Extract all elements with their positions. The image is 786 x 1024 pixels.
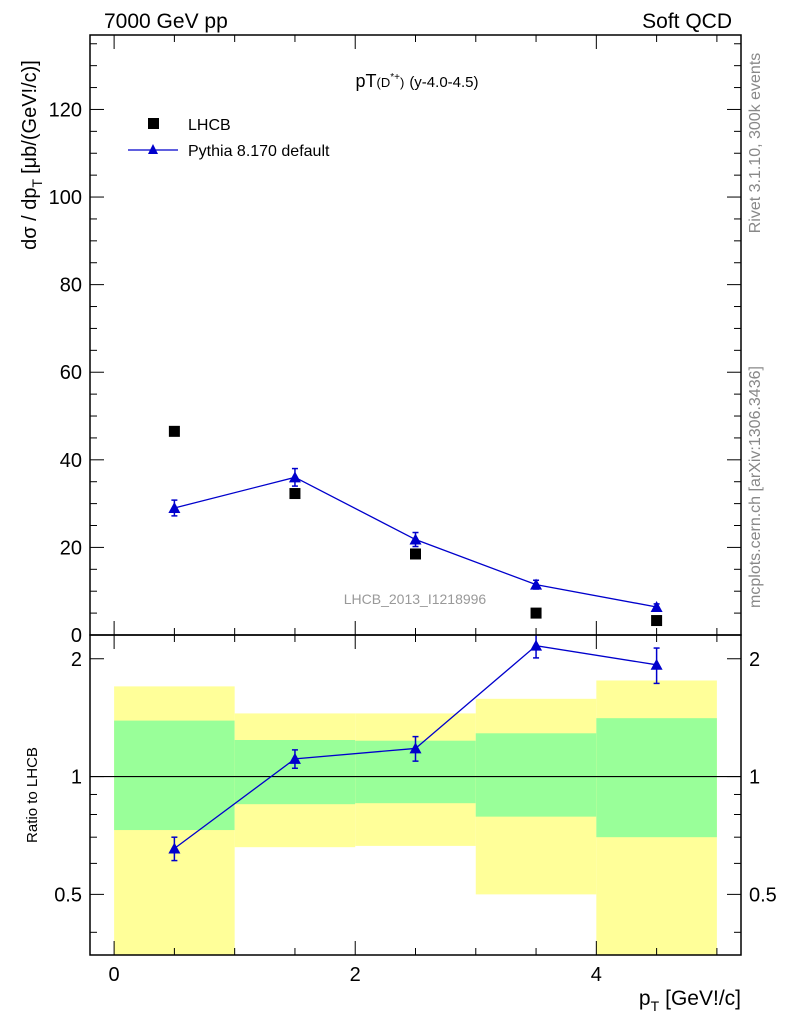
ratio-y-tick-label-right: 2 [749,649,760,671]
legend-pythia-marker [148,144,158,154]
plot-title-close: ) [400,75,404,90]
x-tick-label: 4 [591,964,602,986]
main-y-tick-label: 0 [71,625,82,647]
lhcb-data-point [530,607,542,619]
main-y-axis-label-rest: [μb/(GeV!/c)] [19,60,41,174]
plot-title-main: pT [356,71,377,91]
pythia-data-point [409,533,422,545]
ratio-data-point [288,752,301,764]
main-y-axis-label-main: dσ / dp [19,187,41,249]
ratio-ticks: 0.5 0.5 1 1 2 2 0 2 4 [54,635,777,986]
legend-lhcb-marker [148,118,159,129]
rivet-version-label: Rivet 3.1.10, 300k events [747,53,764,234]
ratio-data-point [650,658,663,670]
main-panel: LHCB Pythia 8.170 default pT(D*+) (y-4.0-… [19,34,742,647]
ratio-data-point [530,639,543,651]
x-axis-label-main: p [639,987,651,1010]
legend-lhcb-label: LHCB [188,117,231,134]
ratio-y-axis-label: Ratio to LHCB [24,747,41,843]
ratio-y-tick-label-right: 0.5 [749,884,777,906]
main-y-tick-label: 120 [49,99,82,121]
pythia-data-point [530,578,543,590]
lhcb-data-point [289,488,301,500]
pythia-data-point [650,600,663,612]
main-y-tick-label: 40 [60,450,82,472]
ratio-y-tick-label-right: 1 [749,767,760,789]
ratio-bands [114,680,717,955]
pythia-data-point [288,471,301,483]
main-y-axis-label: dσ / dpT [μb/(GeV!/c)] [19,60,45,250]
main-ticks: 0 20 40 60 80 100 120 [49,35,741,647]
ratio-inner-band [475,733,597,817]
header-energy-label: 7000 GeV pp [104,10,228,33]
ratio-data-point [168,842,181,854]
x-axis-label: pT [GeV!/c] [639,987,741,1014]
mcplots-label: mcplots.cern.ch [arXiv:1306.3436] [747,366,764,608]
lhcb-data-point [168,425,180,437]
main-y-tick-label: 80 [60,275,82,297]
analysis-label: LHCB_2013_I1218996 [344,591,487,607]
lhcb-data-point [410,548,421,560]
ratio-y-tick-label: 0.5 [54,884,82,906]
ratio-frame [89,634,742,956]
main-y-tick-label: 20 [60,537,82,559]
ratio-series [168,635,663,862]
ratio-y-tick-label: 2 [71,649,82,671]
ratio-inner-band [114,720,235,831]
x-tick-label: 2 [350,964,361,986]
main-series [168,425,663,627]
plot-title: pT(D*+) (y-4.0-4.5) [356,71,479,91]
ratio-data-point [409,742,422,754]
ratio-y-tick-label: 1 [71,767,82,789]
lhcb-data-point [651,615,663,627]
pythia-data-point [168,501,181,513]
main-y-axis-label-sub: T [29,178,45,187]
x-tick-label: 0 [109,964,120,986]
plot-title-paren: (D [377,75,391,90]
ratio-panel: 0.5 0.5 1 1 2 2 0 2 4 Ratio to LHCB pT [GeV!/c] [24,634,777,1014]
plot-title-rest: (y-4.0-4.5) [409,74,478,91]
header-category-label: Soft QCD [642,10,732,33]
main-y-tick-label: 60 [60,362,82,384]
legend-pythia-label: Pythia 8.170 default [188,143,330,160]
plot-title-sup: *+ [390,72,400,83]
x-axis-label-rest: [GeV!/c] [665,987,741,1010]
x-axis-label-sub: T [651,998,660,1014]
ratio-inner-band [596,718,717,838]
legend: LHCB Pythia 8.170 default [128,117,330,160]
main-y-tick-label: 100 [49,187,82,209]
